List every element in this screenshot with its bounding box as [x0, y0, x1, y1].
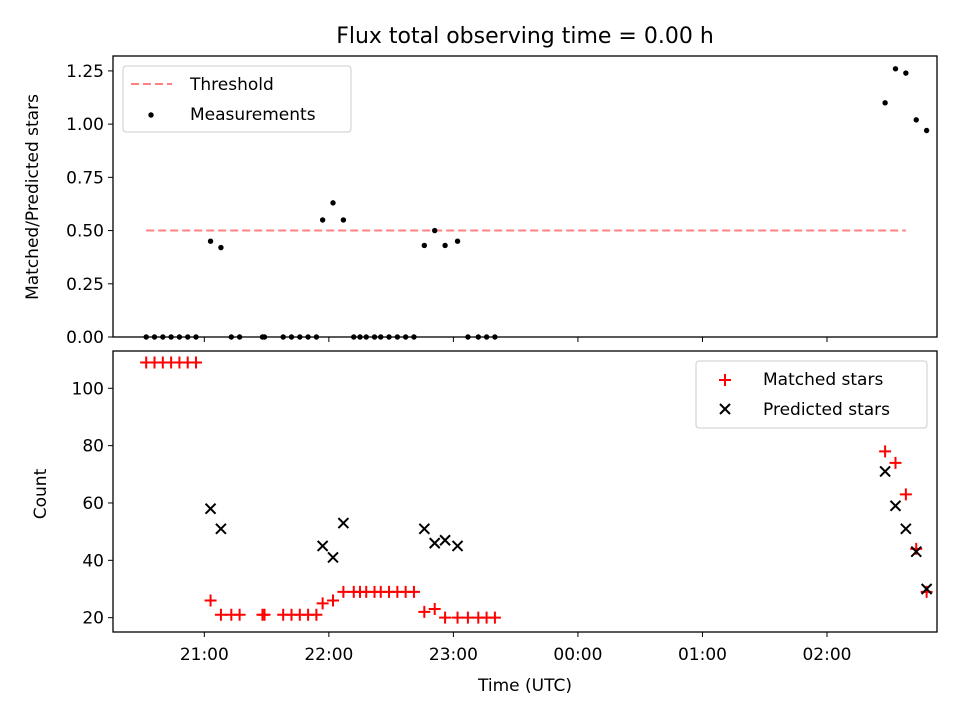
- predicted-star-point: [337, 517, 350, 529]
- predicted-star-point: [920, 583, 933, 595]
- top-panel: 0.00 0.25 0.50 0.75 1.00 1.25 Matched/Predict…: [23, 55, 938, 348]
- measurement-point: [421, 242, 428, 249]
- matched-star-point: [889, 456, 902, 469]
- top-y-axis-label: Matched/Predicted stars: [23, 94, 43, 300]
- matched-star-point: [418, 605, 431, 618]
- matched-star-point: [407, 585, 420, 598]
- measurement-point: [432, 227, 438, 234]
- predicted-star-point: [910, 546, 922, 558]
- matched-star-point: [233, 608, 246, 621]
- predicted-star-point: [900, 523, 912, 535]
- matched-star-point: [488, 611, 501, 624]
- predicted-legend-label: Predicted stars: [763, 400, 890, 420]
- matched-star-point: [190, 356, 203, 369]
- matched-star-point: [337, 585, 350, 598]
- bottom-plot-area: [140, 356, 933, 624]
- matched-star-point: [879, 445, 892, 458]
- top-y-tick-label: 0.00: [66, 328, 104, 348]
- bottom-x-tick-label: 01:00: [678, 645, 727, 665]
- bottom-y-tick-label: 20: [82, 609, 104, 629]
- matched-star-point: [310, 608, 323, 621]
- x-axis-label: Time (UTC): [477, 676, 572, 696]
- top-x-ticks: [203, 337, 828, 342]
- predicted-star-point: [204, 502, 217, 515]
- matched-legend-label: Matched stars: [763, 370, 883, 390]
- measurement-point: [923, 127, 930, 134]
- predicted-star-point: [327, 551, 339, 564]
- bottom-y-ticks: 20 40 60 80 100: [72, 379, 113, 629]
- matched-star-point: [451, 611, 464, 624]
- predicted-star-point: [429, 537, 441, 549]
- matched-star-point: [327, 594, 340, 607]
- measurements-legend-label: Measurements: [190, 105, 316, 125]
- top-y-ticks: 0.00 0.25 0.50 0.75 1.00 1.25: [66, 62, 113, 348]
- measurement-point: [319, 217, 326, 223]
- measurement-point: [340, 217, 347, 223]
- matched-star-point: [461, 611, 474, 624]
- bottom-panel: 20 40 60 80 100 21:00 22:00 23:00 00:00 01:00 02:…: [31, 350, 938, 696]
- predicted-legend-marker: [719, 403, 731, 415]
- bottom-y-tick-label: 80: [82, 437, 104, 457]
- top-y-tick-label: 1.00: [66, 115, 104, 135]
- predicted-star-point: [451, 540, 464, 552]
- matched-star-point: [204, 594, 217, 607]
- predicted-star-point: [879, 465, 891, 478]
- bottom-x-tick-label: 21:00: [180, 645, 229, 665]
- bottom-axes-frame: [112, 350, 938, 633]
- matched-legend-marker: [719, 374, 731, 386]
- measurement-point: [454, 238, 461, 244]
- matched-star-point: [439, 611, 452, 624]
- bottom-y-tick-label: 60: [82, 494, 104, 514]
- top-legend: Threshold Measurements: [122, 65, 352, 133]
- bottom-x-ticks: 21:00 22:00 23:00 00:00 01:00 02:00: [180, 632, 851, 665]
- matched-star-point: [428, 603, 441, 616]
- bottom-y-tick-label: 40: [82, 551, 104, 571]
- matched-star-point: [316, 597, 329, 610]
- bottom-legend: Matched stars Predicted stars: [695, 360, 928, 429]
- bottom-x-tick-label: 23:00: [429, 645, 478, 665]
- matched-star-point: [214, 608, 227, 621]
- predicted-star-point: [889, 500, 902, 512]
- matched-star-point: [899, 488, 912, 501]
- measurements-legend-marker: [148, 112, 154, 118]
- bottom-y-tick-label: 100: [72, 379, 104, 399]
- measurement-point: [442, 242, 448, 249]
- measurement-point: [207, 238, 214, 244]
- bottom-legend-box: [695, 360, 928, 429]
- predicted-star-point: [418, 523, 431, 535]
- top-y-tick-label: 1.25: [66, 62, 104, 82]
- measurement-point: [892, 66, 899, 72]
- threshold-legend-label: Threshold: [189, 75, 274, 95]
- bottom-x-tick-label: 22:00: [304, 645, 353, 665]
- top-axes-frame: [112, 55, 938, 338]
- measurement-point: [903, 70, 909, 76]
- predicted-star-point: [215, 523, 227, 535]
- bottom-y-axis-label: Count: [31, 468, 51, 519]
- top-legend-box: [122, 65, 352, 133]
- bottom-x-tick-label: 00:00: [553, 645, 602, 665]
- matched-star-point: [258, 608, 271, 621]
- top-y-tick-label: 0.50: [66, 222, 104, 242]
- predicted-star-point: [316, 540, 329, 552]
- measurement-point: [330, 200, 336, 206]
- figure-title: Flux total observing time = 0.00 h: [336, 24, 714, 49]
- top-y-tick-label: 0.25: [66, 275, 104, 295]
- top-y-tick-label: 0.75: [66, 168, 104, 188]
- measurement-point: [913, 117, 919, 123]
- measurement-point: [882, 100, 888, 106]
- bottom-x-tick-label: 02:00: [802, 645, 851, 665]
- predicted-star-point: [439, 534, 451, 546]
- measurement-point: [218, 244, 224, 251]
